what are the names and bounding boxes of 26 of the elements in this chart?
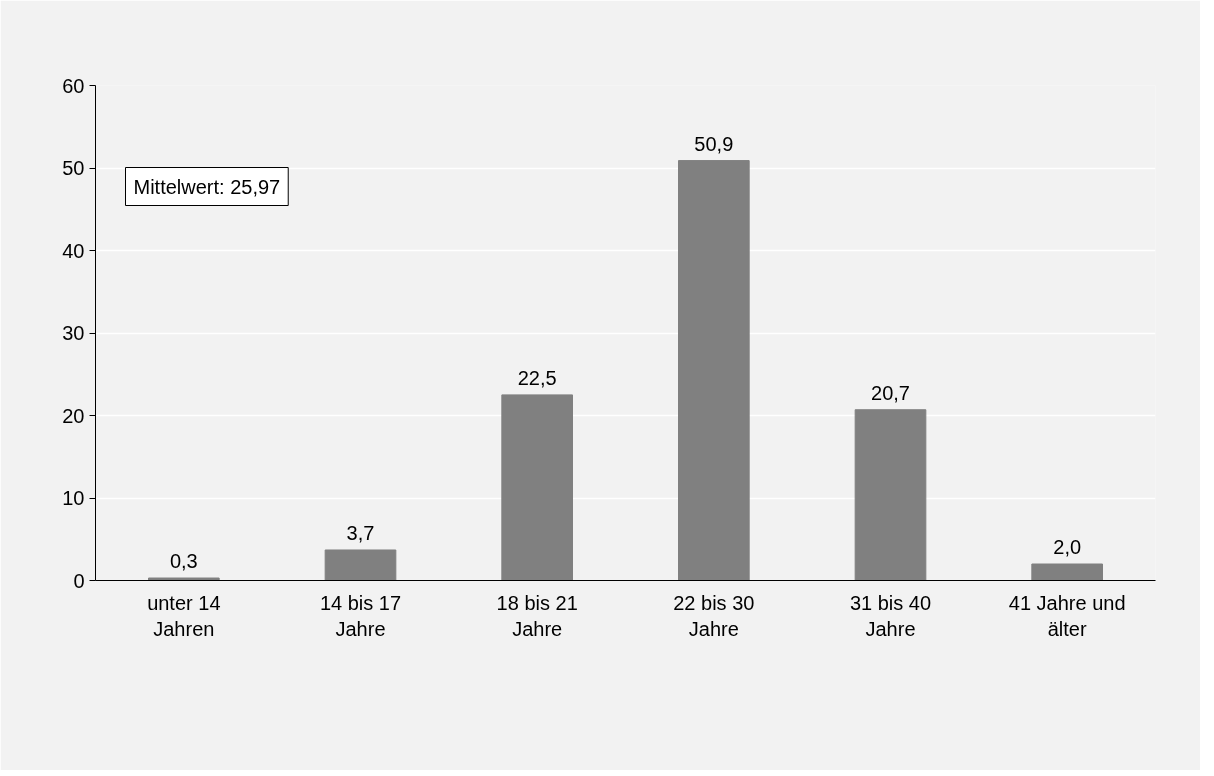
y-tick-label: 40	[62, 239, 85, 262]
data-label: 50,9	[694, 132, 734, 155]
x-tick-label: 14 bis 17 Jahre	[319, 591, 402, 640]
y-tick-label: 50	[62, 157, 85, 179]
x-tick-label: 18 bis 21 Jahre	[496, 591, 578, 640]
data-label: 3,7	[346, 521, 375, 544]
y-tick-label: 30	[62, 322, 85, 344]
bar	[1031, 563, 1103, 581]
x-tick-label: 31 bis 40 Jahre	[849, 591, 932, 640]
annotation: Mittelwert: 25,97	[133, 175, 281, 198]
data-label: 2,0	[1053, 536, 1082, 558]
bar	[501, 394, 573, 581]
y-tick-label: 10	[62, 487, 85, 509]
y-tick-label: 0	[73, 569, 85, 592]
x-tick-label: 22 bis 30 Jahre	[673, 591, 755, 640]
bar	[148, 577, 220, 581]
bar	[854, 409, 927, 581]
x-tick-label: unter 14 Jahren	[147, 591, 221, 640]
bar	[324, 549, 397, 581]
data-label: 20,7	[871, 381, 910, 404]
x-tick-label: 41 Jahre und älter	[1008, 591, 1126, 640]
data-label: 22,5	[517, 366, 557, 389]
bar	[678, 160, 750, 581]
data-label: 0,3	[169, 550, 198, 573]
y-tick-label: 60	[62, 74, 85, 97]
y-tick-label: 20	[62, 404, 85, 427]
